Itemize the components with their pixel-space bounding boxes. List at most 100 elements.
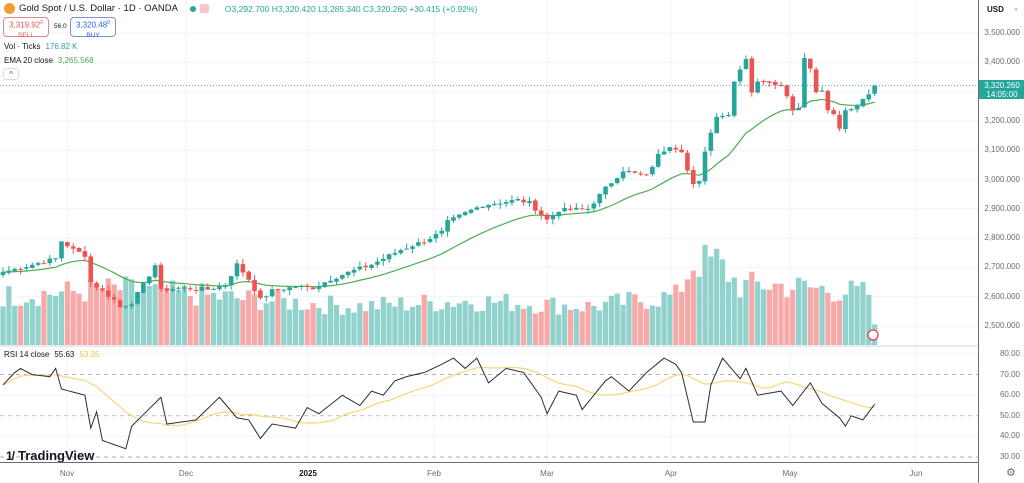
candle-body bbox=[293, 286, 298, 288]
volume-bar bbox=[117, 290, 123, 345]
flag-icon[interactable] bbox=[199, 4, 209, 13]
volume-bar bbox=[509, 311, 515, 345]
rsi-tick-label: 70.00 bbox=[999, 369, 1020, 379]
volume-bar bbox=[386, 302, 392, 345]
candle-body bbox=[714, 116, 719, 134]
time-tick-label: Dec bbox=[178, 469, 194, 478]
volume-bar bbox=[573, 308, 579, 345]
candle-body bbox=[129, 304, 134, 307]
candle-body bbox=[860, 98, 866, 107]
volume-bar bbox=[357, 303, 363, 345]
currency-selector[interactable]: USD bbox=[987, 5, 1004, 14]
volume-bar bbox=[784, 297, 790, 345]
symbol-title[interactable]: Gold Spot / U.S. Dollar · 1D · OANDA bbox=[19, 3, 178, 14]
candle-body bbox=[813, 69, 819, 93]
time-tick-label: Apr bbox=[664, 469, 678, 478]
volume-bar bbox=[12, 305, 18, 345]
candle-body bbox=[223, 285, 228, 288]
volume-bar bbox=[222, 291, 228, 345]
candle-body bbox=[614, 178, 620, 183]
volume-bar bbox=[655, 306, 661, 345]
candle-body bbox=[597, 193, 602, 204]
tradingview-logo[interactable]: 1/TradingView bbox=[6, 448, 95, 463]
volume-bar bbox=[181, 285, 187, 345]
volume-bar bbox=[643, 308, 650, 345]
candle-body bbox=[696, 181, 702, 184]
candle-body bbox=[252, 279, 257, 292]
volume-bar bbox=[76, 293, 82, 345]
candle-body bbox=[170, 289, 175, 291]
candle-body bbox=[70, 246, 76, 249]
collapse-legend-button[interactable]: ^ bbox=[3, 68, 19, 80]
volume-bar bbox=[462, 300, 468, 345]
candle-body bbox=[94, 282, 99, 288]
volume-bar bbox=[579, 311, 585, 345]
candle-body bbox=[854, 105, 860, 110]
volume-bar bbox=[626, 291, 632, 345]
rsi-tick-label: 60.00 bbox=[999, 390, 1020, 400]
volume-bar bbox=[158, 281, 164, 345]
candle-body bbox=[345, 271, 351, 276]
volume-bar bbox=[111, 284, 117, 345]
candle-body bbox=[234, 263, 240, 277]
volume-bar bbox=[714, 248, 720, 345]
volume-bar bbox=[351, 312, 357, 345]
price-tick-label: 3,100.000 bbox=[984, 145, 1020, 155]
volume-bar bbox=[585, 302, 591, 345]
candle-body bbox=[351, 269, 357, 273]
volume-bar bbox=[216, 299, 223, 345]
volume-bar bbox=[708, 256, 714, 345]
volume-bar bbox=[497, 300, 503, 345]
volume-bar bbox=[251, 294, 258, 345]
time-axis[interactable]: Nov Dec 2025 Feb Mar Apr May Jun bbox=[0, 462, 978, 483]
volume-bar bbox=[304, 309, 310, 345]
settings-gear-icon[interactable]: ⚙ bbox=[1006, 467, 1016, 479]
candle-body bbox=[767, 81, 772, 83]
volume-bar bbox=[123, 276, 129, 345]
candle-body bbox=[76, 248, 82, 252]
volume-bar bbox=[94, 285, 100, 345]
volume-bar bbox=[532, 313, 538, 345]
volume-bar bbox=[597, 310, 603, 345]
candle-body bbox=[322, 282, 328, 287]
volume-bar bbox=[427, 301, 433, 345]
volume-bar bbox=[743, 279, 749, 345]
ema-legend[interactable]: EMA 20 close 3,265.568 bbox=[4, 56, 94, 65]
candle-body bbox=[421, 242, 427, 244]
candle-body bbox=[18, 269, 23, 271]
rsi-legend[interactable]: RSI 14 close 55.63 53.35 bbox=[4, 350, 100, 359]
volume-bar bbox=[620, 304, 626, 345]
sell-button[interactable]: 3,319.920 SELL bbox=[3, 17, 49, 39]
volume-bar bbox=[193, 305, 199, 345]
volume-bar bbox=[17, 305, 24, 345]
candle-body bbox=[568, 208, 573, 210]
candle-body bbox=[299, 285, 304, 287]
volume-bar bbox=[544, 299, 550, 345]
candle-body bbox=[480, 206, 485, 208]
candle-body bbox=[462, 212, 468, 216]
volume-bar bbox=[468, 304, 474, 345]
volume-bar bbox=[801, 280, 808, 345]
candle-body bbox=[217, 286, 222, 290]
volume-bar bbox=[53, 296, 59, 345]
candle-body bbox=[515, 199, 521, 201]
volume-bar bbox=[409, 306, 416, 345]
price-axis[interactable]: USD ⌄ 3,500.000 3,400.000 3,200.000 3,100.0… bbox=[978, 0, 1024, 483]
candle-body bbox=[363, 265, 368, 268]
open-value: O3,292.700 bbox=[224, 3, 270, 14]
chart-plot-area[interactable] bbox=[0, 0, 978, 462]
candle-body bbox=[819, 90, 825, 92]
candle-body bbox=[772, 81, 778, 85]
volume-legend[interactable]: Vol · Ticks 176.82 K bbox=[4, 42, 78, 51]
price-tick-label: 2,700.000 bbox=[984, 262, 1020, 272]
volume-bar bbox=[667, 294, 673, 345]
volume-bar bbox=[363, 311, 369, 345]
chevron-down-icon[interactable]: ⌄ bbox=[1013, 5, 1019, 12]
volume-bar bbox=[825, 292, 831, 345]
buy-button[interactable]: 3,320.480 BUY bbox=[70, 17, 116, 39]
rsi-ma-line bbox=[2, 366, 875, 427]
volume-bar bbox=[766, 289, 772, 345]
ohlc-values: O3,292.700 H3,320.420 L3,285.340 C3,320.… bbox=[225, 4, 477, 14]
candle-body bbox=[644, 174, 649, 176]
candle-body bbox=[106, 290, 111, 297]
